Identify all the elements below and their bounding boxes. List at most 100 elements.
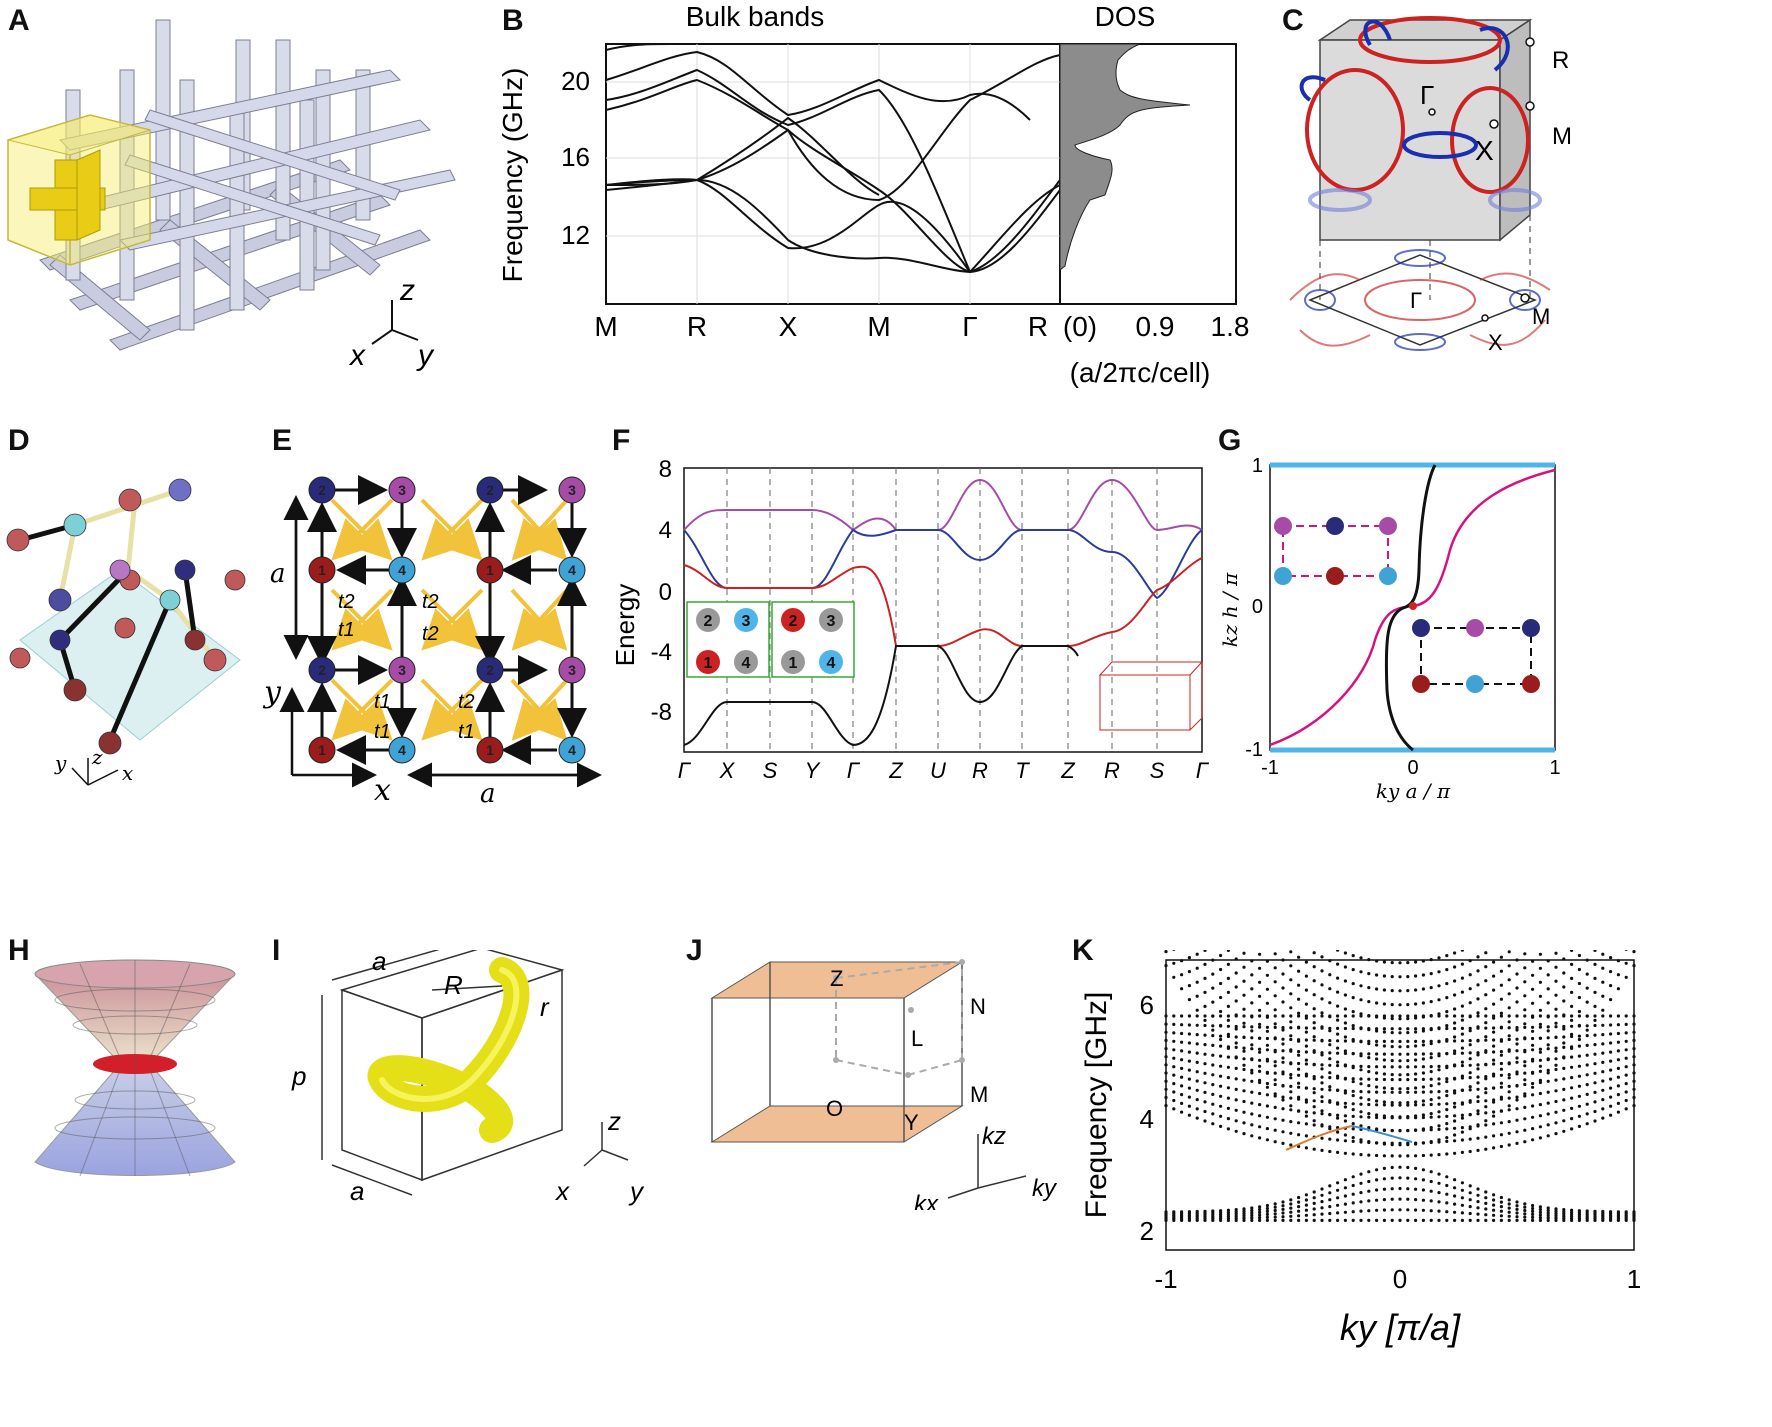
k-band-dot [1437,1096,1441,1100]
k-band-dot [1406,1045,1410,1049]
k-band-dot [1593,1081,1597,1085]
k-band-dot [1609,1113,1613,1117]
k-band-dot [1180,1014,1184,1018]
k-band-dot [1375,1188,1379,1192]
k-band-dot [1437,1068,1441,1072]
k-band-dot [1437,1138,1441,1142]
k-band-dot [1328,973,1332,977]
k-band-dot [1304,1016,1308,1020]
k-band-dot [1195,1042,1199,1046]
k-band-dot [1312,1147,1316,1151]
k-band-dot [1429,1090,1433,1094]
k-band-dot [1328,1099,1332,1103]
k-band-dot [1390,1154,1394,1158]
k-band-dot [1172,1065,1176,1069]
k-band-dot [1336,1039,1340,1043]
k-band-dot [1390,1103,1394,1107]
k-band-dot [1492,988,1496,992]
k-band-dot [1242,1216,1246,1220]
k-band-dot [1219,1037,1223,1042]
k-band-dot [1499,1050,1503,1054]
k-band-dot [1460,1051,1464,1055]
k-band-dot [1507,1090,1511,1094]
k-band-dot [1609,956,1613,960]
k-band-dot [1180,1066,1184,1070]
k-band-dot [1234,1208,1238,1212]
k-band-dot [1203,950,1207,952]
k-band-dot [1523,1071,1527,1075]
k-band-dot [1429,958,1433,962]
k-band-dot [1265,1048,1269,1052]
k-band-dot [1414,1100,1418,1104]
k-band-dot [1312,965,1316,969]
k-band-dot [1359,1068,1363,1072]
e-site-2c: 2 [318,662,326,678]
k-band-dot [1562,1210,1566,1214]
k-band-dot [1460,1203,1464,1207]
k-band-dot [1375,1113,1379,1117]
k-band-dot [1414,1065,1418,1069]
k-band-dot [1180,987,1184,991]
k-band-dot [1632,1030,1636,1034]
k-band-dot [1219,1054,1223,1058]
k-band-dot [1172,1098,1176,1103]
k-band-dot [1289,1096,1293,1100]
k-band-dot [1507,1131,1511,1135]
k-band-dot [1289,1218,1293,1222]
axis-z-d: z [91,745,103,769]
k-band-dot [1468,1099,1472,1103]
k-band-dot [1297,1195,1301,1200]
k-band-dot [1258,1207,1262,1212]
k-band-dot [1297,1039,1301,1043]
k-band-dot [1414,1218,1418,1222]
k-band-dot [1250,973,1254,977]
k-band-dot [1562,985,1566,989]
k-band-dot [1351,1102,1355,1106]
k-band-dot [1515,1130,1519,1134]
j-path [835,961,963,1076]
k-band-dot [1570,1032,1574,1036]
k-band-dot [1406,1052,1410,1056]
k-band-dot [1180,1084,1184,1088]
k-band-dot [1219,967,1223,972]
k-band-dot [1585,1073,1589,1077]
k-band-dot [1484,1196,1488,1200]
k-band-dot [1577,953,1581,958]
k-band-dot [1390,989,1394,993]
k-band-dot [1281,1215,1285,1219]
k-band-dot [1531,1203,1535,1208]
k-band-dot [1398,1103,1402,1107]
k-band-dot [1460,1138,1464,1142]
panel-label-h: H [8,934,30,967]
k-band-dot [1219,1104,1223,1108]
k-band-dot [1226,962,1230,966]
k-band-dot [1336,1188,1340,1192]
k-band-dot [1297,1073,1301,1077]
panel-j-bz: Z N L M O Y kz ky kx [710,959,1058,1210]
k-band-dot [1460,1074,1464,1078]
k-band-dot [1375,1103,1379,1107]
k-band-dot [1437,1172,1441,1176]
k-band-dot [1289,1214,1293,1218]
k-band-dot [1312,1099,1316,1103]
k-band-dot [1164,964,1168,968]
k-band-dot [1515,1000,1519,1004]
k-band-dot [1484,1091,1488,1095]
k-band-dot [1554,965,1558,969]
k-band-dot [1336,950,1340,952]
k-band-dot [1531,973,1535,977]
k-band-dot [1562,1035,1566,1039]
k-band-dot [1484,951,1488,955]
k-band-dot [1562,1108,1566,1112]
k-band-dot [1375,1198,1379,1202]
k-band-dot [1546,1043,1550,1047]
k-band-dot [1492,1002,1496,1006]
k-band-dot [1390,1143,1394,1147]
k-band-dot [1195,952,1199,956]
k-ytick-4: 4 [1140,1104,1154,1134]
k-band-dot [1211,972,1215,976]
k-band-dot [1390,1087,1394,1091]
k-band-dot [1577,1094,1581,1098]
k-band-dot [1273,980,1277,984]
k-band-dot [1546,1213,1550,1217]
